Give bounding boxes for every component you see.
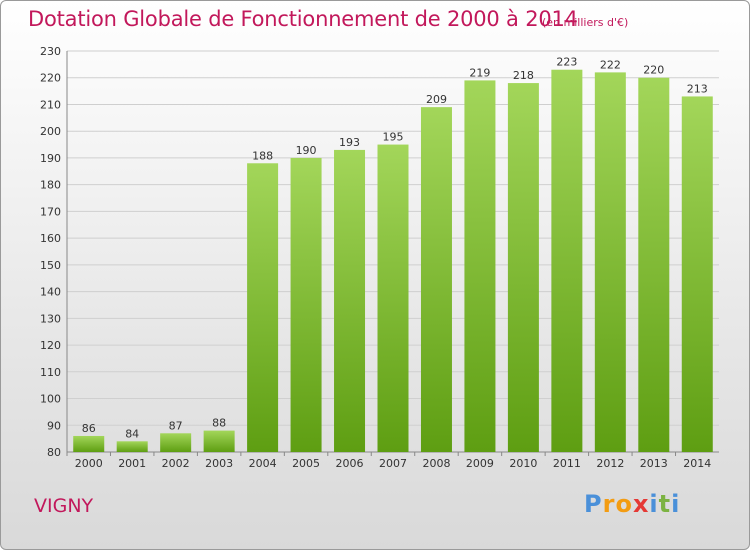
value-label-2010: 218	[513, 69, 534, 82]
y-tick-label: 170	[40, 205, 61, 218]
y-tick-label: 120	[40, 339, 61, 352]
x-tick-label-2007: 2007	[379, 457, 407, 470]
x-tick-label-2012: 2012	[596, 457, 624, 470]
logo-letter: r	[602, 490, 616, 518]
proxiti-logo: Proxiti	[584, 490, 680, 518]
x-tick-label-2006: 2006	[336, 457, 364, 470]
bar-2012	[594, 72, 626, 453]
value-label-2007: 195	[383, 131, 404, 144]
y-tick-label: 90	[47, 419, 61, 432]
chart-unit: (en milliers d'€)	[542, 16, 629, 29]
logo-letter: t	[658, 490, 672, 518]
value-label-2002: 87	[169, 419, 183, 432]
value-label-2009: 219	[469, 66, 490, 79]
y-tick-label: 190	[40, 152, 61, 165]
x-tick-label-2005: 2005	[292, 457, 320, 470]
value-label-2013: 220	[643, 64, 664, 77]
y-tick-label: 100	[40, 393, 61, 406]
value-label-2003: 88	[212, 417, 226, 430]
y-tick-label: 130	[40, 312, 61, 325]
value-label-2012: 222	[600, 58, 621, 71]
chart-title: Dotation Globale de Fonctionnement de 20…	[28, 7, 578, 31]
bar-2003	[203, 430, 235, 452]
bar-2013	[638, 77, 670, 452]
commune-name: VIGNY	[34, 495, 94, 517]
value-label-2005: 190	[296, 144, 317, 157]
bar-2008	[420, 107, 452, 452]
x-tick-label-2001: 2001	[118, 457, 146, 470]
y-tick-label: 80	[47, 446, 61, 459]
bar-2014	[681, 96, 713, 453]
y-tick-label: 150	[40, 259, 61, 272]
y-tick-label: 220	[40, 72, 61, 85]
y-tick-label: 160	[40, 232, 61, 245]
value-label-2006: 193	[339, 136, 360, 149]
logo-letter: o	[615, 490, 633, 518]
bar-2009	[464, 80, 496, 452]
value-label-2014: 213	[687, 82, 708, 95]
value-label-2000: 86	[82, 422, 96, 435]
bar-2010	[507, 83, 539, 452]
x-tick-label-2002: 2002	[162, 457, 190, 470]
x-tick-label-2000: 2000	[75, 457, 103, 470]
y-tick-label: 200	[40, 125, 61, 138]
x-tick-label-2013: 2013	[640, 457, 668, 470]
bar-2005	[290, 157, 322, 452]
x-tick-label-2008: 2008	[422, 457, 450, 470]
bar-2000	[73, 435, 105, 452]
logo-letter: P	[584, 490, 603, 518]
x-tick-label-2004: 2004	[249, 457, 277, 470]
bar-2006	[334, 149, 366, 452]
bar-2004	[247, 163, 279, 452]
bar-2011	[551, 69, 583, 453]
x-tick-label-2010: 2010	[509, 457, 537, 470]
bar-2007	[377, 144, 409, 453]
y-tick-label: 210	[40, 98, 61, 111]
y-tick-label: 230	[40, 45, 61, 58]
y-tick-label: 180	[40, 179, 61, 192]
bar-2001	[116, 441, 148, 452]
logo-letter: x	[632, 490, 650, 518]
value-label-2004: 188	[252, 149, 273, 162]
y-tick-label: 140	[40, 286, 61, 299]
logo-letter: i	[671, 490, 681, 518]
value-label-2001: 84	[125, 427, 139, 440]
value-label-2011: 223	[556, 56, 577, 69]
x-tick-label-2009: 2009	[466, 457, 494, 470]
x-tick-label-2014: 2014	[683, 457, 711, 470]
x-tick-label-2011: 2011	[553, 457, 581, 470]
y-tick-label: 110	[40, 366, 61, 379]
x-tick-label-2003: 2003	[205, 457, 233, 470]
logo-letter: i	[649, 490, 659, 518]
value-label-2008: 209	[426, 93, 447, 106]
bar-2002	[160, 433, 192, 452]
